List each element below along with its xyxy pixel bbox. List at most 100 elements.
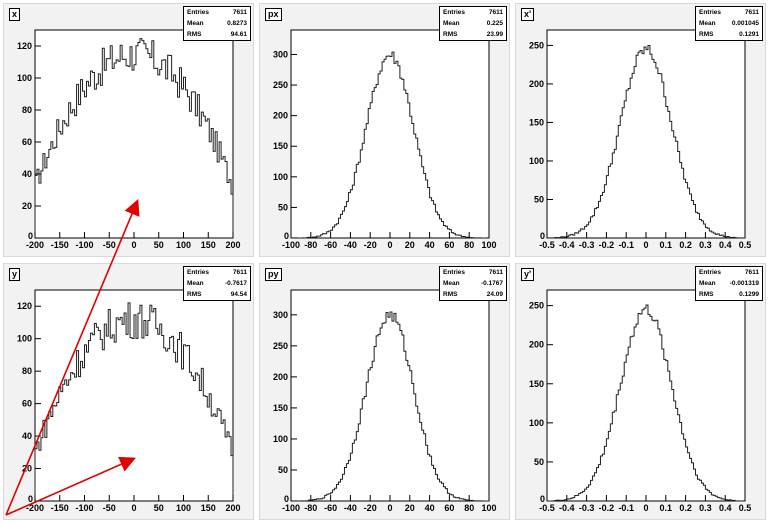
- stats-row-mean: Mean -0.7617: [184, 278, 250, 289]
- stats-value-rms: 23.99: [486, 31, 503, 38]
- x-tick-label: 0: [387, 240, 392, 250]
- stats-value-rms: 0.1291: [739, 31, 759, 38]
- x-tick-label: -80: [304, 503, 317, 513]
- y-tick-label: 80: [22, 366, 32, 376]
- x-tick-label: 0.2: [679, 240, 692, 250]
- stats-label-mean: Mean: [699, 280, 716, 287]
- y-tick-label: 120: [17, 301, 32, 311]
- stats-row-rms: RMS 94.54: [184, 289, 250, 300]
- x-tick-label: 50: [154, 240, 164, 250]
- y-tick-label: 0: [284, 494, 289, 504]
- x-tick-label: -150: [51, 503, 69, 513]
- x-tick-label: 150: [201, 240, 216, 250]
- x-tick-label: 0: [643, 240, 648, 250]
- x-tick-label: 200: [225, 503, 240, 513]
- stats-row-mean: Mean 0.225: [440, 18, 506, 29]
- x-tick-label: -0.5: [539, 503, 555, 513]
- x-tick-label: 100: [481, 240, 496, 250]
- stats-value-mean: 0.001045: [731, 20, 759, 27]
- stats-row-mean: Mean 0.001045: [696, 18, 762, 29]
- x-tick-label: 80: [464, 240, 474, 250]
- histogram-pad-y-prime: y' Entries 7611 Mean -0.001319 RMS 0.1299 -0.5-…: [515, 263, 766, 520]
- histogram-pad-x: x Entries 7611 Mean 0.8273 RMS 94.61 -200 -150 -1…: [3, 3, 254, 257]
- stats-label-mean: Mean: [699, 20, 716, 27]
- x-tick-label: -200: [26, 240, 44, 250]
- x-tick-label: 60: [444, 503, 454, 513]
- y-tick-label: 20: [22, 464, 32, 474]
- stats-row-entries: Entries 7611: [440, 267, 506, 278]
- stats-value-rms: 94.61: [230, 31, 247, 38]
- stats-row-rms: RMS 94.61: [184, 29, 250, 40]
- stats-label-entries: Entries: [699, 269, 722, 276]
- stats-value-entries: 7611: [232, 9, 247, 16]
- x-tick-label: 100: [176, 503, 191, 513]
- plot-frame: [546, 29, 746, 239]
- stats-box: Entries 7611 Mean -0.001319 RMS 0.1299: [695, 266, 763, 301]
- x-tick-label: -60: [324, 503, 337, 513]
- plot-frame: [290, 29, 490, 239]
- x-tick-label: 40: [425, 240, 435, 250]
- stats-value-rms: 94.54: [230, 291, 247, 298]
- histogram-title: x': [521, 8, 535, 21]
- stats-label-entries: Entries: [699, 9, 722, 16]
- stats-value-entries: 7611: [744, 9, 759, 16]
- y-tick-label: 300: [273, 310, 288, 320]
- y-tick-label: 250: [529, 301, 544, 311]
- stats-row-entries: Entries 7611: [696, 267, 762, 278]
- x-tick-label: -0.1: [618, 503, 634, 513]
- stats-label-rms: RMS: [699, 31, 714, 38]
- x-tick-label: -0.2: [599, 240, 615, 250]
- stats-value-mean: 0.8273: [227, 20, 247, 27]
- y-tick-label: 50: [278, 202, 288, 212]
- x-tick-label: 0: [387, 503, 392, 513]
- y-tick-label: 0: [540, 494, 545, 504]
- y-tick-label: 100: [529, 418, 544, 428]
- x-tick-label: 0: [131, 503, 136, 513]
- stats-value-entries: 7611: [488, 9, 503, 16]
- histogram-pad-py: py Entries 7611 Mean -0.1767 RMS 24.09 -100 -80-…: [259, 263, 510, 520]
- x-tick-label: 100: [176, 240, 191, 250]
- stats-label-entries: Entries: [443, 269, 466, 276]
- histogram-title: y: [9, 268, 21, 281]
- x-tick-label: -100: [75, 503, 93, 513]
- x-tick-label: 0.5: [739, 503, 752, 513]
- stats-label-mean: Mean: [443, 20, 460, 27]
- x-tick-label: 200: [225, 240, 240, 250]
- stats-label-rms: RMS: [443, 291, 458, 298]
- histogram-plot: -200 -150 -100 -50 0 50 100 150 200 20 40 60 80 100 12…: [17, 289, 241, 513]
- x-tick-label: -20: [364, 240, 377, 250]
- stats-label-entries: Entries: [187, 269, 210, 276]
- y-tick-label: 50: [534, 194, 544, 204]
- histogram-series: [546, 44, 746, 239]
- stats-label-rms: RMS: [443, 31, 458, 38]
- y-tick-label: 0: [28, 494, 33, 504]
- histogram-plot: -0.5 -0.4 -0.3 -0.2 -0.1 0 0.1 0.2 0.3 0.4 0.5 50 10…: [529, 289, 752, 513]
- x-tick-label: -0.5: [539, 240, 555, 250]
- y-tick-label: 60: [22, 399, 32, 409]
- y-tick-label: 80: [22, 105, 32, 115]
- y-tick-label: 250: [273, 341, 288, 351]
- histogram-pad-px: px Entries 7611 Mean 0.225 RMS 23.99 -100 -80 -60…: [259, 3, 510, 257]
- y-tick-label: 40: [22, 431, 32, 441]
- histogram-series: [547, 304, 746, 502]
- x-tick-label: 0: [643, 503, 648, 513]
- stats-row-mean: Mean 0.8273: [184, 18, 250, 29]
- stats-box: Entries 7611 Mean -0.1767 RMS 24.09: [439, 266, 507, 301]
- stats-value-mean: -0.1767: [480, 280, 503, 287]
- y-tick-label: 0: [284, 231, 289, 241]
- histogram-title: x: [9, 8, 21, 21]
- y-tick-label: 0: [540, 231, 545, 241]
- y-tick-label: 200: [273, 372, 288, 382]
- x-tick-label: 40: [425, 503, 435, 513]
- stats-value-entries: 7611: [744, 269, 759, 276]
- stats-label-rms: RMS: [187, 31, 202, 38]
- histogram-plot: -100 -80 -60 -40 -20 0 20 40 60 80 100 50 100 150 200 2…: [273, 289, 497, 513]
- histogram-title: y': [521, 268, 535, 281]
- histogram-pad-x-prime: x' Entries 7611 Mean 0.001045 RMS 0.1291 -0.5 -0…: [515, 3, 766, 257]
- x-tick-label: 0.4: [719, 503, 732, 513]
- stats-label-mean: Mean: [443, 280, 460, 287]
- histogram-plot: -100 -80 -60 -40 -20 0 20 40 60 80 100 50 100 150 200 2…: [273, 29, 497, 250]
- stats-value-rms: 0.1299: [739, 291, 759, 298]
- y-tick-label: 120: [17, 41, 32, 51]
- x-tick-label: 0: [131, 240, 136, 250]
